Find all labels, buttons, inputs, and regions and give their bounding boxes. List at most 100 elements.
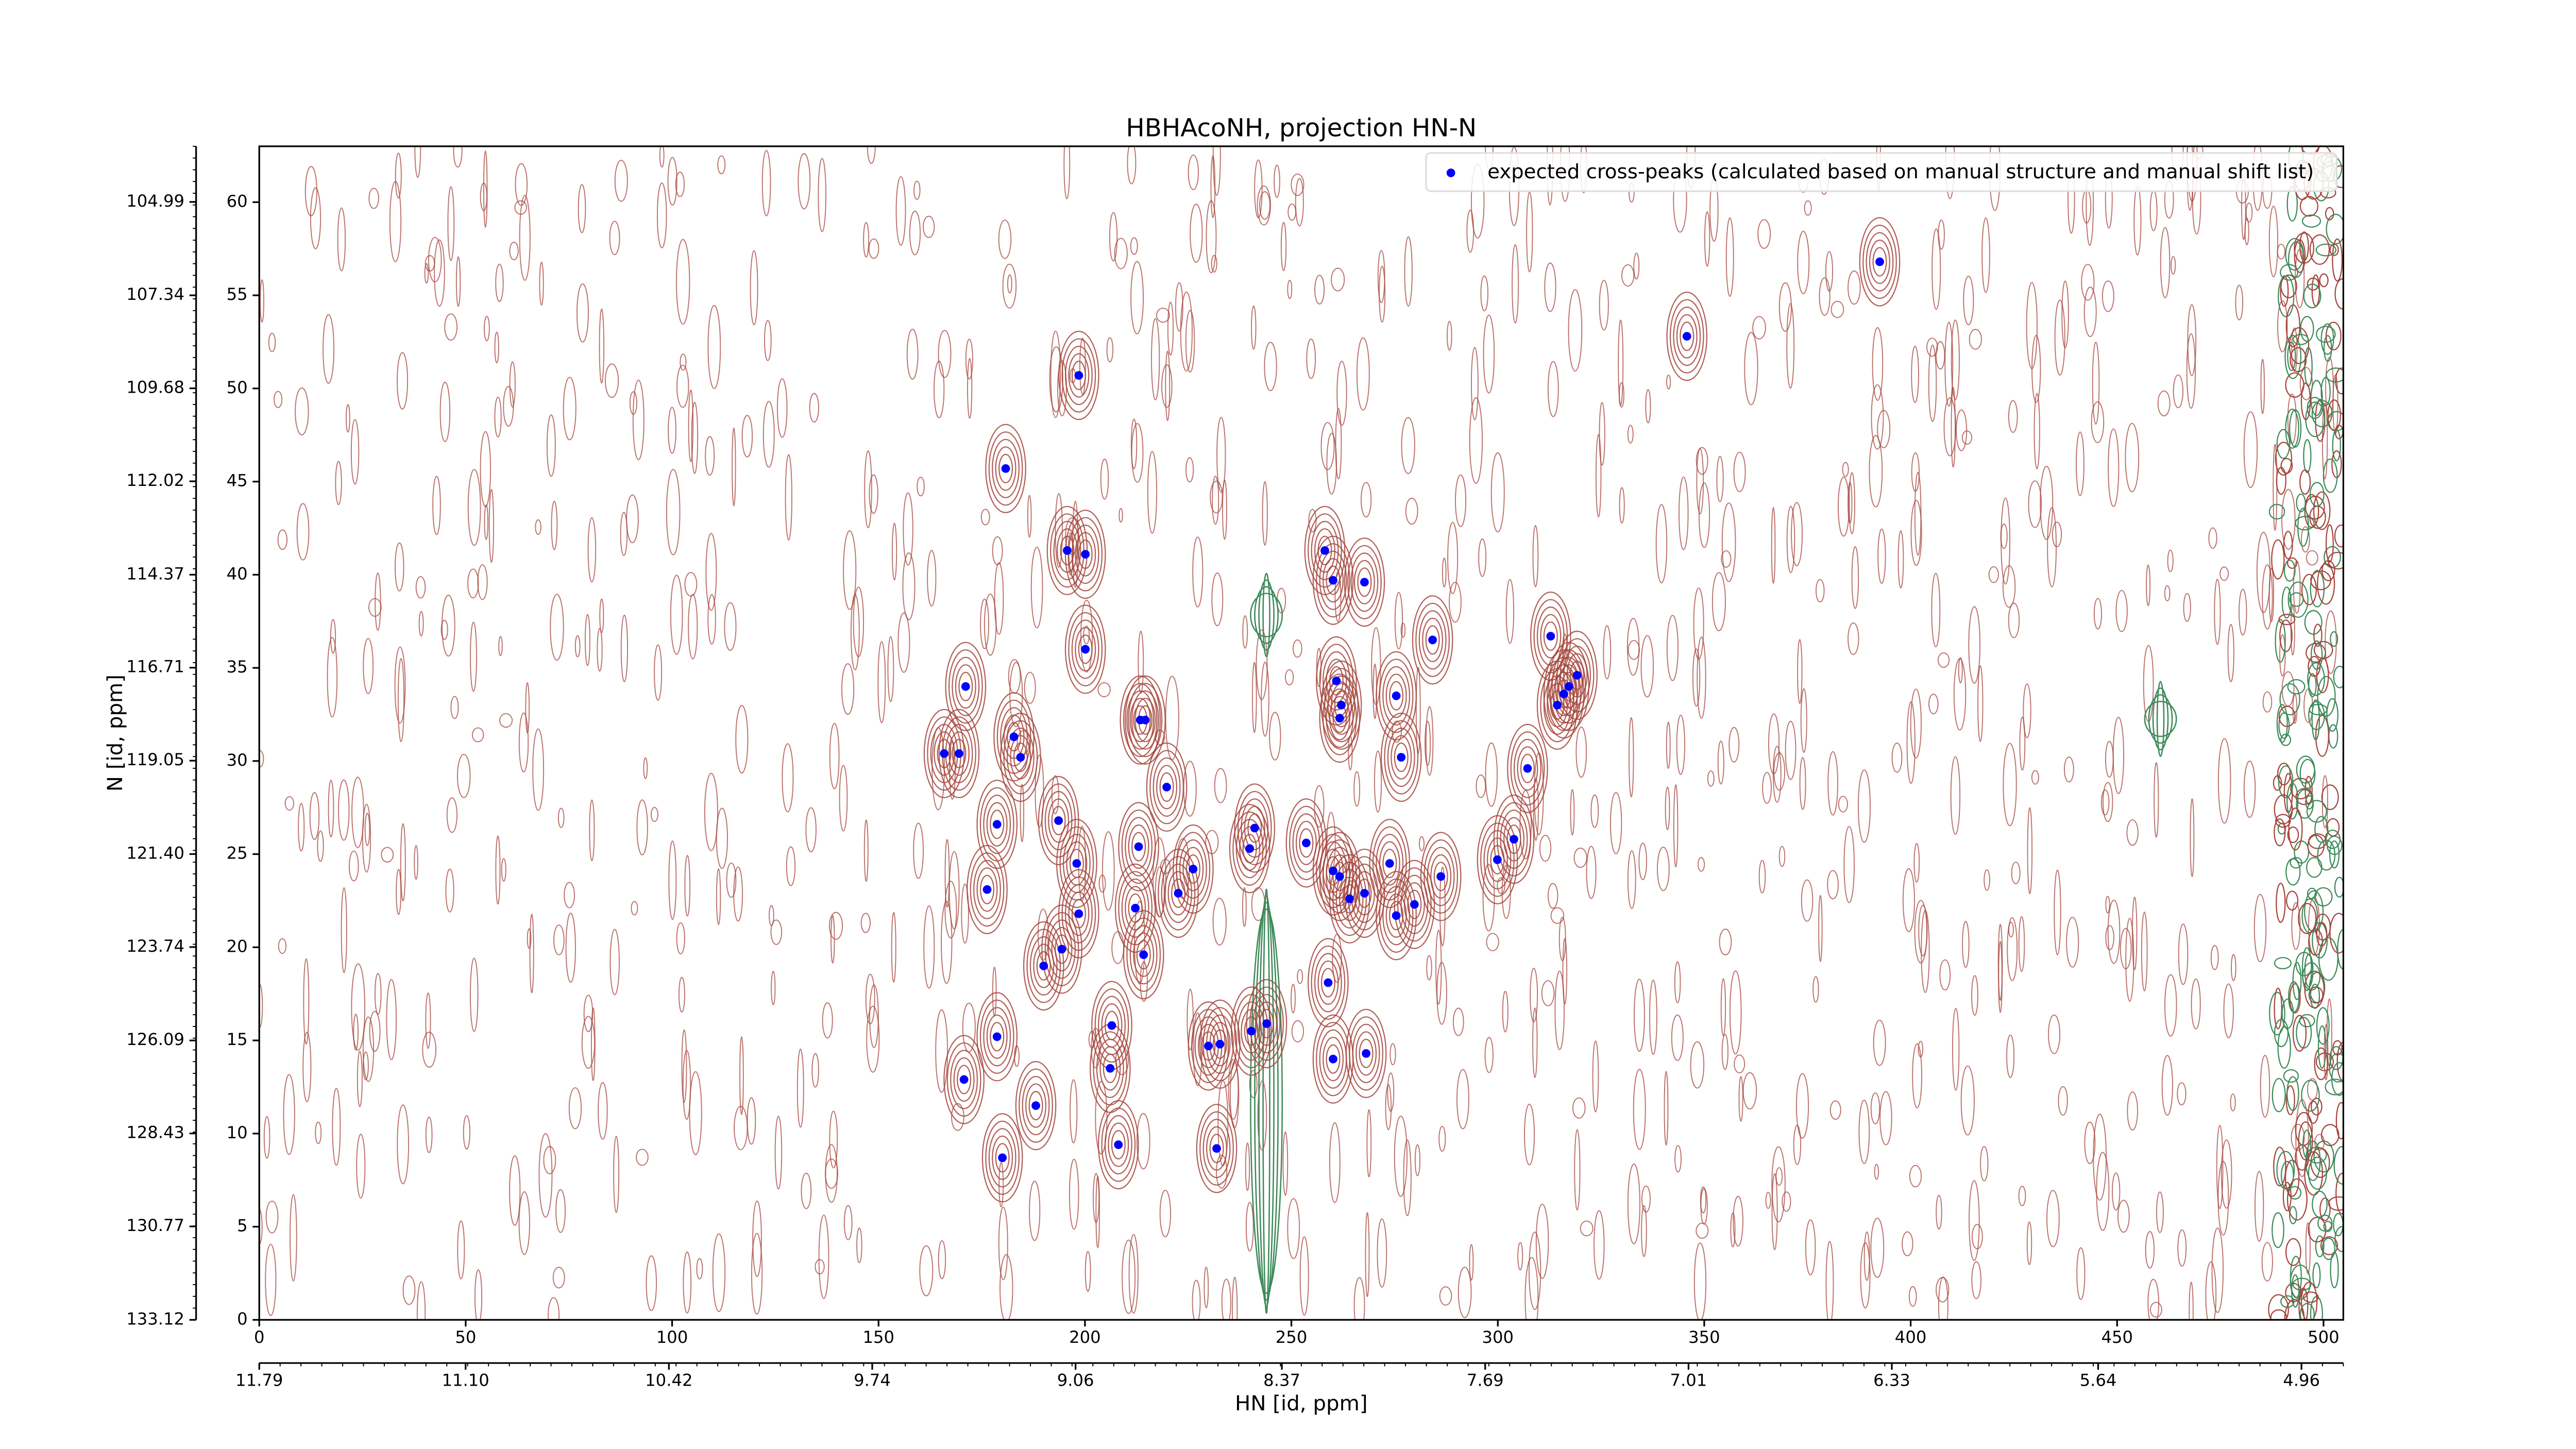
edge-contour [2304,776,2313,805]
peak-contour [1064,604,1106,694]
noise-contour [395,153,402,199]
noise-contour [1458,1267,1472,1318]
noise-contour [1768,713,1780,774]
noise-contour [1765,1191,1771,1209]
peak-contour [1355,1031,1377,1076]
noise-contour [2145,1231,2155,1269]
cross-peak [1212,1144,1221,1153]
noise-contour [1484,1037,1494,1073]
noise-contour [1633,252,1640,280]
edge-contour [2299,196,2318,217]
peak-contour [1345,1008,1387,1098]
noise-contour [2125,423,2140,493]
cross-peak [1682,332,1691,341]
noise-contour [1960,1065,1975,1136]
noise-contour [362,803,371,873]
noise-contour [1519,790,1532,860]
x2-tick-label: 11.10 [442,1371,489,1390]
edge-contour [2315,326,2336,343]
noise-contour [422,1032,436,1068]
edge-contour [2304,970,2325,1008]
cross-peak [1074,371,1083,380]
noise-contour [1215,1154,1228,1189]
noise-contour [375,572,381,631]
noise-contour [1541,980,1555,1006]
noise-contour [1161,364,1173,408]
noise-contour [2256,532,2271,613]
noise-contour [303,958,310,1045]
peak-contour [1159,772,1174,802]
noise-contour [733,866,743,922]
noise-contour [425,992,431,1049]
noise-contour [278,938,287,954]
peak-contour [1188,1001,1229,1091]
peak-contour [1061,338,1096,413]
edge-contour [2285,372,2304,398]
x-tick-label: 300 [1482,1327,1514,1347]
noise-contour [1377,250,1385,304]
edge-contour [2285,858,2301,886]
x2-tick-label: 8.37 [1263,1371,1300,1390]
noise-contour [2019,716,2026,771]
edge-contour [2312,922,2328,959]
noise-contour [2108,428,2120,508]
legend: expected cross-peaks (calculated based o… [1425,152,2338,192]
edge-contour [2268,503,2285,520]
noise-contour [1692,648,1701,707]
noise-contour [680,353,687,371]
y2-tick-label: 123.74 [126,936,184,956]
peak-contour [1246,979,1287,1069]
noise-contour [2268,206,2279,278]
peak-contour [1212,1029,1227,1059]
noise-contour [395,542,404,592]
peak-contour [1295,820,1317,865]
noise-contour [1977,665,1984,742]
peak-contour [985,1120,1020,1195]
edge-contour [2272,1077,2286,1113]
noise-contour [1007,274,1012,294]
noise-contour [2154,762,2159,838]
x-tick-label: 50 [455,1327,476,1347]
noise-contour [1627,425,1634,444]
noise-contour [1353,1277,1365,1320]
peak-contour [1146,742,1188,832]
noise-contour [310,187,321,249]
noise-contour [446,797,457,833]
noise-contour [2147,1278,2160,1320]
noise-contour [424,263,429,284]
edge-contour [2315,1052,2334,1071]
edge-contour [2317,1025,2327,1069]
noise-contour [1069,1158,1079,1230]
noise-contour [1136,1113,1150,1170]
peak-contour [1232,811,1267,886]
peak-contour [1244,1016,1259,1046]
peak-contour [1304,506,1346,595]
peak-contour [1380,712,1422,802]
noise-contour [2221,1139,2232,1209]
peak-contour [1131,690,1159,750]
edge-contour [2286,1178,2308,1221]
noise-contour [2018,916,2025,972]
edge-contour [2280,733,2291,746]
noise-contour [1262,481,1268,546]
noise-contour [2281,488,2296,550]
noise-contour [825,1144,838,1203]
edge-contour [2316,1007,2330,1045]
peak-contour [1311,520,1339,580]
noise-contour [1185,310,1195,373]
noise-contour [676,922,685,955]
noise-contour [1055,493,1063,568]
peak-contour [1133,932,1155,977]
noise-contour [691,401,699,474]
noise-contour [1291,1020,1304,1043]
noise-contour [1825,251,1834,292]
noise-contour [2008,602,2020,638]
cross-peak [1063,546,1072,555]
noise-contour [1725,217,1734,297]
noise-contour [2191,979,2201,1030]
noise-contour [1874,1164,1879,1180]
noise-contour [1308,509,1317,533]
noise-contour [1717,740,1724,785]
noise-contour [2054,299,2065,376]
noise-contour [1264,342,1277,392]
